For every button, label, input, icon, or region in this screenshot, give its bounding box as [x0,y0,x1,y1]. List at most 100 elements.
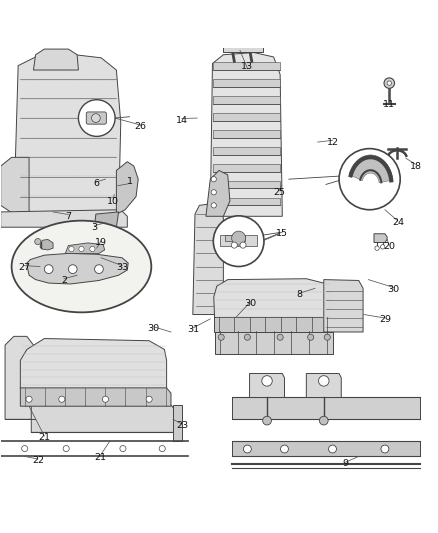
Circle shape [213,216,264,266]
Text: 33: 33 [116,263,128,272]
Circle shape [120,446,126,451]
Text: 9: 9 [343,459,349,469]
Circle shape [375,246,379,251]
Text: 25: 25 [273,188,285,197]
Polygon shape [1,210,127,227]
Polygon shape [223,47,263,52]
Text: 19: 19 [95,238,107,247]
Circle shape [63,446,69,451]
Polygon shape [173,405,182,441]
Polygon shape [220,235,258,246]
Circle shape [211,176,216,182]
Ellipse shape [12,221,151,312]
Text: 21: 21 [94,453,106,462]
Polygon shape [214,279,332,319]
Polygon shape [117,161,138,214]
Circle shape [384,78,395,88]
Circle shape [307,334,314,340]
Polygon shape [250,374,285,398]
Circle shape [277,334,283,340]
Polygon shape [349,155,393,183]
Circle shape [35,239,41,245]
Text: 23: 23 [176,422,188,430]
Polygon shape [213,62,280,70]
Circle shape [211,190,216,195]
Text: 11: 11 [383,100,395,109]
Circle shape [92,114,100,123]
Text: 18: 18 [410,161,421,171]
Text: 22: 22 [32,456,44,465]
Text: 21: 21 [39,433,50,442]
Polygon shape [213,79,280,87]
Circle shape [21,446,28,451]
Circle shape [318,376,329,386]
Text: 14: 14 [176,116,188,125]
Text: 13: 13 [241,62,254,71]
Circle shape [95,265,103,273]
Circle shape [328,445,336,453]
Polygon shape [31,405,175,432]
Text: 3: 3 [92,223,98,232]
Circle shape [102,396,109,402]
Polygon shape [20,338,166,389]
Text: 6: 6 [94,179,100,188]
Circle shape [381,445,389,453]
Text: 2: 2 [61,276,67,285]
Circle shape [211,203,216,208]
Polygon shape [20,388,171,406]
Circle shape [244,445,251,453]
Circle shape [244,334,251,340]
Polygon shape [225,235,245,241]
Text: 7: 7 [65,212,71,221]
Text: 26: 26 [134,122,146,131]
Circle shape [68,265,77,273]
Polygon shape [5,336,35,419]
Polygon shape [374,234,387,243]
Circle shape [262,376,272,386]
Circle shape [146,396,152,402]
Circle shape [159,446,165,451]
Polygon shape [206,171,230,216]
Polygon shape [215,331,332,354]
Text: 20: 20 [383,243,395,252]
Text: 30: 30 [388,285,400,294]
Text: 8: 8 [297,290,303,300]
Polygon shape [33,49,78,70]
Circle shape [281,445,288,453]
Circle shape [79,246,84,252]
Circle shape [69,246,74,252]
Polygon shape [1,157,29,214]
Polygon shape [210,53,283,216]
Polygon shape [232,398,420,419]
Circle shape [324,334,330,340]
Circle shape [240,242,246,248]
Text: 30: 30 [244,299,257,308]
Polygon shape [213,164,280,172]
Polygon shape [213,130,280,138]
Text: 12: 12 [326,138,339,147]
Text: 29: 29 [379,315,391,324]
Polygon shape [213,181,280,189]
Polygon shape [14,55,121,214]
Polygon shape [213,113,280,121]
Circle shape [90,246,95,252]
Polygon shape [27,253,128,284]
Text: 27: 27 [18,263,30,272]
Polygon shape [95,212,119,231]
Polygon shape [232,441,420,456]
Polygon shape [193,203,223,314]
Polygon shape [213,147,280,155]
Polygon shape [213,198,280,205]
Circle shape [319,416,328,425]
Text: 30: 30 [148,324,159,333]
Polygon shape [40,239,53,250]
Text: 15: 15 [276,229,288,238]
Circle shape [381,245,385,249]
Text: 31: 31 [187,325,199,334]
Circle shape [339,149,400,210]
FancyBboxPatch shape [86,112,106,124]
Circle shape [78,100,115,136]
Circle shape [232,231,246,245]
Text: 1: 1 [127,177,132,186]
Circle shape [218,334,224,340]
